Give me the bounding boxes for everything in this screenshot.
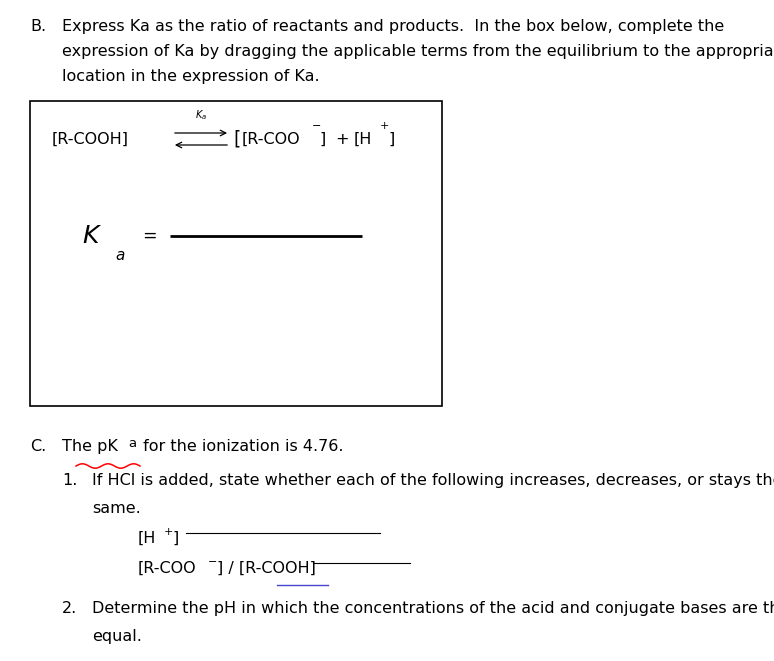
Text: ]: ]: [172, 531, 178, 546]
Text: equal.: equal.: [92, 629, 142, 644]
Text: +: +: [164, 527, 173, 537]
Text: same.: same.: [92, 501, 141, 516]
Text: Determine the pH in which the concentrations of the acid and conjugate bases are: Determine the pH in which the concentrat…: [92, 601, 774, 616]
Text: for the ionization is 4.76.: for the ionization is 4.76.: [138, 439, 344, 454]
Text: location in the expression of Ka.: location in the expression of Ka.: [62, 69, 320, 84]
Text: ] / [R-COOH]: ] / [R-COOH]: [217, 561, 316, 576]
Text: −: −: [311, 121, 321, 131]
Text: B.: B.: [30, 19, 46, 34]
Bar: [30, 101, 442, 406]
Text: 1.: 1.: [62, 473, 77, 488]
Text: [H: [H: [354, 132, 372, 147]
Text: [R-COO: [R-COO: [242, 132, 300, 147]
Text: $\mathit{K}$: $\mathit{K}$: [82, 225, 102, 247]
Text: +: +: [379, 121, 389, 131]
Text: 2.: 2.: [62, 601, 77, 616]
Text: =: =: [142, 227, 156, 245]
Text: If HCl is added, state whether each of the following increases, decreases, or st: If HCl is added, state whether each of t…: [92, 473, 774, 488]
Text: [R-COO: [R-COO: [138, 561, 197, 576]
Text: −: −: [208, 557, 217, 567]
Text: +: +: [335, 132, 348, 147]
Text: $\mathit{a}$: $\mathit{a}$: [115, 249, 125, 263]
Text: ]: ]: [388, 132, 394, 147]
Text: Express Ka as the ratio of reactants and products.  In the box below, complete t: Express Ka as the ratio of reactants and…: [62, 19, 724, 34]
Text: $K_a$: $K_a$: [195, 108, 207, 122]
Text: ]: ]: [319, 132, 325, 147]
Text: [H: [H: [138, 531, 156, 546]
Text: a: a: [128, 437, 136, 450]
Text: [R-COOH]: [R-COOH]: [52, 132, 129, 147]
Text: [: [: [234, 130, 241, 149]
Text: The pK: The pK: [62, 439, 118, 454]
Text: C.: C.: [30, 439, 46, 454]
Text: expression of Ka by dragging the applicable terms from the equilibrium to the ap: expression of Ka by dragging the applica…: [62, 44, 774, 59]
